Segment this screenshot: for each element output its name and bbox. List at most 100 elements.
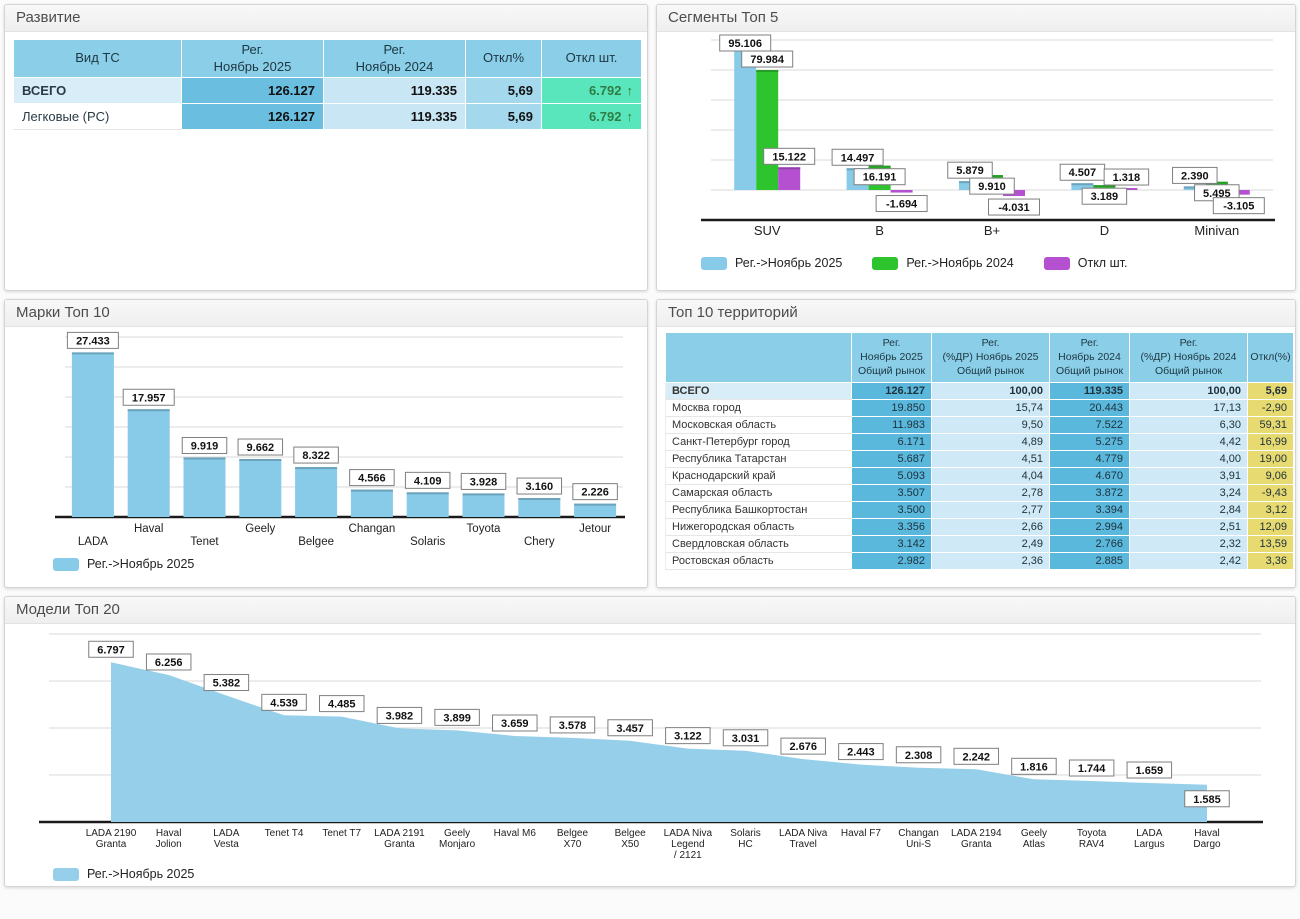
cell: ВСЕГО [13,77,182,104]
svg-text:3.578: 3.578 [559,720,587,732]
segments-chart-area: 95.106 79.984 15.122 SUV 14.497 16.191 -1.694 B… [657,32,1295,270]
bar[interactable] [127,409,170,517]
segments-legend: Рег.->Ноябрь 2025 Рег.->Ноябрь 2024 Откл ш… [701,256,1283,270]
value-label: 3.982 [376,706,423,724]
legend-item[interactable]: Рег.->Ноябрь 2025 [701,256,842,270]
table-row[interactable]: Санкт-Петербург город 6.171 4,89 5.275 4,42 1… [665,432,1294,451]
cell: 119.335 [323,77,466,104]
panel-title: Марки Топ 10 [5,300,647,327]
cell: Ростовская область [665,551,852,570]
table-row[interactable]: Нижегородская область 3.356 2,66 2.994 2,51 1… [665,517,1294,536]
svg-text:3.659: 3.659 [501,718,529,730]
cell: 4,00 [1129,449,1248,468]
bar[interactable] [756,70,779,190]
cell: 4,51 [931,449,1050,468]
panel-title: Топ 10 территорий [657,300,1295,327]
column-header [665,332,852,383]
x-label: LADA 2190 Granta [86,828,137,850]
cell: 6.171 [851,432,932,451]
value-label: -3.105 [1212,197,1265,215]
cell: 11.983 [851,415,932,434]
value-label: 1.585 [1184,790,1230,808]
value-label: 2.443 [838,743,884,761]
bar[interactable] [350,489,393,517]
bar[interactable] [778,167,801,190]
bar[interactable] [1093,185,1116,190]
value-label: 9.910 [969,177,1015,195]
table-row[interactable]: Республика Татарстан 5.687 4,51 4.779 4,00 19… [665,449,1294,468]
svg-text:5.495: 5.495 [1203,188,1231,200]
x-label: Changan Uni-S [898,828,939,850]
value-label: 6.256 [145,653,192,671]
cell: 3.142 [851,534,932,553]
column-header: Откл(%) [1247,332,1294,383]
x-label: Haval [134,523,163,535]
table-row[interactable]: Московская область 11.983 9,50 7.522 6,30 59,… [665,415,1294,434]
legend-item[interactable]: Откл шт. [1043,256,1127,270]
svg-text:5.879: 5.879 [956,165,984,177]
cell: 126.127 [181,103,324,130]
development-table: Вид ТС Рег. Ноябрь 2025 Рег. Ноябрь 2024 От… [13,39,642,130]
cell: 3.394 [1049,500,1130,519]
x-label: Tenet T4 [265,828,304,839]
value-label: 6.797 [88,640,134,658]
x-label: Jetour [579,523,611,535]
bar[interactable] [890,190,913,193]
bar[interactable] [734,47,757,190]
bar[interactable] [71,352,114,517]
bar[interactable] [295,467,338,517]
panel-title-text: Сегменты Топ 5 [668,9,779,26]
table-row[interactable]: Самарская область 3.507 2,78 3.872 3,24 -9,43 [665,483,1294,502]
value-label: 5.382 [203,674,250,692]
cell: 2.766 [1049,534,1130,553]
cell: 4,04 [931,466,1050,485]
cell: 59,31 [1247,415,1294,434]
area-series[interactable] [111,662,1207,822]
legend-swatch [53,867,79,881]
value-label: 2.308 [895,746,942,764]
cell: 5,69 [1247,381,1294,400]
value-label: 2.676 [780,737,826,755]
panel-title-text: Топ 10 территорий [668,304,798,321]
x-label: Solaris HC [730,828,761,850]
table-row[interactable]: Ростовская область 2.982 2,36 2.885 2,42 3,36 [665,551,1294,570]
bar[interactable] [1071,183,1094,190]
cell: 4,42 [1129,432,1248,451]
table-row[interactable]: Краснодарский край 5.093 4,04 4.670 3,91 9,06 [665,466,1294,485]
x-label: B+ [984,223,1000,238]
x-label: B [875,223,884,238]
table-row[interactable]: Республика Башкортостан 3.500 2,77 3.394 2,8… [665,500,1294,519]
table-row[interactable]: Москва город 19.850 15,74 20.443 17,13 -2,90 [665,398,1294,417]
bar[interactable] [518,498,561,517]
svg-text:2.676: 2.676 [789,741,817,753]
legend-item[interactable]: Рег.->Ноябрь 2025 [53,867,194,881]
cell: 5.275 [1049,432,1130,451]
table-row[interactable]: Легковые (PC) 126.127 119.335 5,69 6.792 ↑ [13,103,642,130]
value-label: 4.539 [261,693,307,711]
cell: 4.670 [1049,466,1130,485]
x-label: LADA Largus [1134,828,1165,850]
cell: 19,00 [1247,449,1294,468]
table-row[interactable]: Свердловская область 3.142 2,49 2.766 2,32 13… [665,534,1294,553]
cell: Самарская область [665,483,852,502]
value-label: 1.318 [1103,168,1150,186]
legend-item[interactable]: Рег.->Ноябрь 2025 [53,557,194,571]
bar[interactable] [239,459,282,517]
bar[interactable] [574,503,617,517]
table-row[interactable]: ВСЕГО 126.127 100,00 119.335 100,00 5,69 [665,381,1294,400]
bar[interactable] [462,493,505,517]
cell: 2,49 [931,534,1050,553]
bar[interactable] [183,457,226,517]
x-label: LADA Niva Travel [779,828,828,850]
cell: 3,24 [1129,483,1248,502]
legend-item[interactable]: Рег.->Ноябрь 2024 [872,256,1014,270]
brands-chart-area: 27.433 LADA 17.957 Haval 9.919 Tenet 9.662 Geel… [5,327,647,571]
cell: 100,00 [1129,381,1248,400]
bar[interactable] [406,492,449,517]
value-label: -1.694 [875,195,928,213]
cell: 9,50 [931,415,1050,434]
cell: 6.792 ↑ [541,77,642,104]
cell: 5.687 [851,449,932,468]
table-row[interactable]: ВСЕГО 126.127 119.335 5,69 6.792 ↑ [13,77,642,104]
value-label: 3.578 [549,716,596,734]
